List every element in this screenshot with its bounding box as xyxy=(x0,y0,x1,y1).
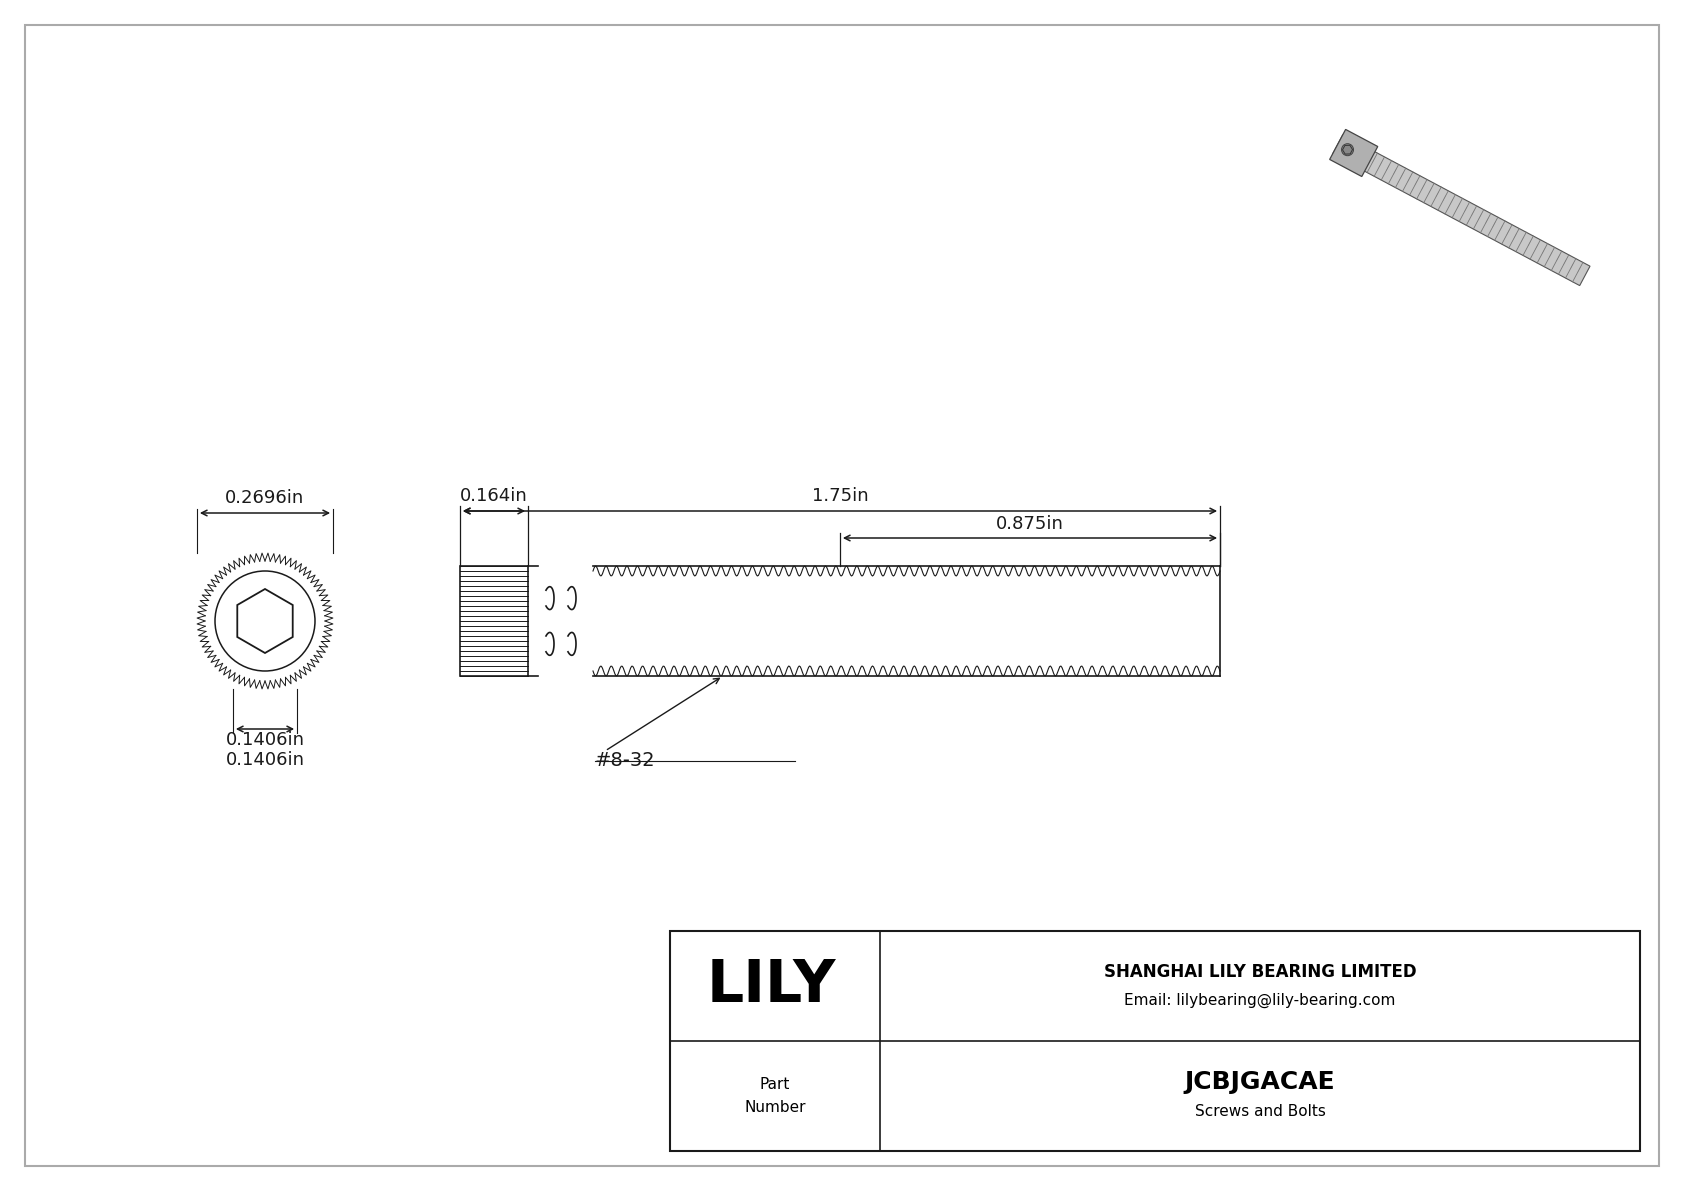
Text: SHANGHAI LILY BEARING LIMITED: SHANGHAI LILY BEARING LIMITED xyxy=(1103,964,1416,981)
Text: JCBJGACAE: JCBJGACAE xyxy=(1184,1070,1335,1095)
Polygon shape xyxy=(1330,130,1378,176)
Text: Part
Number: Part Number xyxy=(744,1078,805,1115)
Text: 0.1406in: 0.1406in xyxy=(226,731,305,749)
Text: 1.75in: 1.75in xyxy=(812,487,869,505)
Bar xyxy=(670,931,1640,1151)
Text: ®: ® xyxy=(822,959,832,969)
Text: Email: lilybearing@lily-bearing.com: Email: lilybearing@lily-bearing.com xyxy=(1125,992,1396,1008)
Text: 0.875in: 0.875in xyxy=(995,515,1064,534)
Text: #8-32: #8-32 xyxy=(594,752,655,771)
Circle shape xyxy=(216,570,315,671)
Text: Screws and Bolts: Screws and Bolts xyxy=(1194,1104,1325,1120)
Circle shape xyxy=(197,553,333,690)
Polygon shape xyxy=(237,590,293,653)
Polygon shape xyxy=(1332,135,1590,286)
Text: LILY: LILY xyxy=(706,958,835,1015)
Circle shape xyxy=(1342,144,1354,156)
Bar xyxy=(460,566,529,676)
Text: 0.2696in: 0.2696in xyxy=(226,490,305,507)
Text: 0.164in: 0.164in xyxy=(460,487,527,505)
Text: 0.1406in: 0.1406in xyxy=(226,752,305,769)
